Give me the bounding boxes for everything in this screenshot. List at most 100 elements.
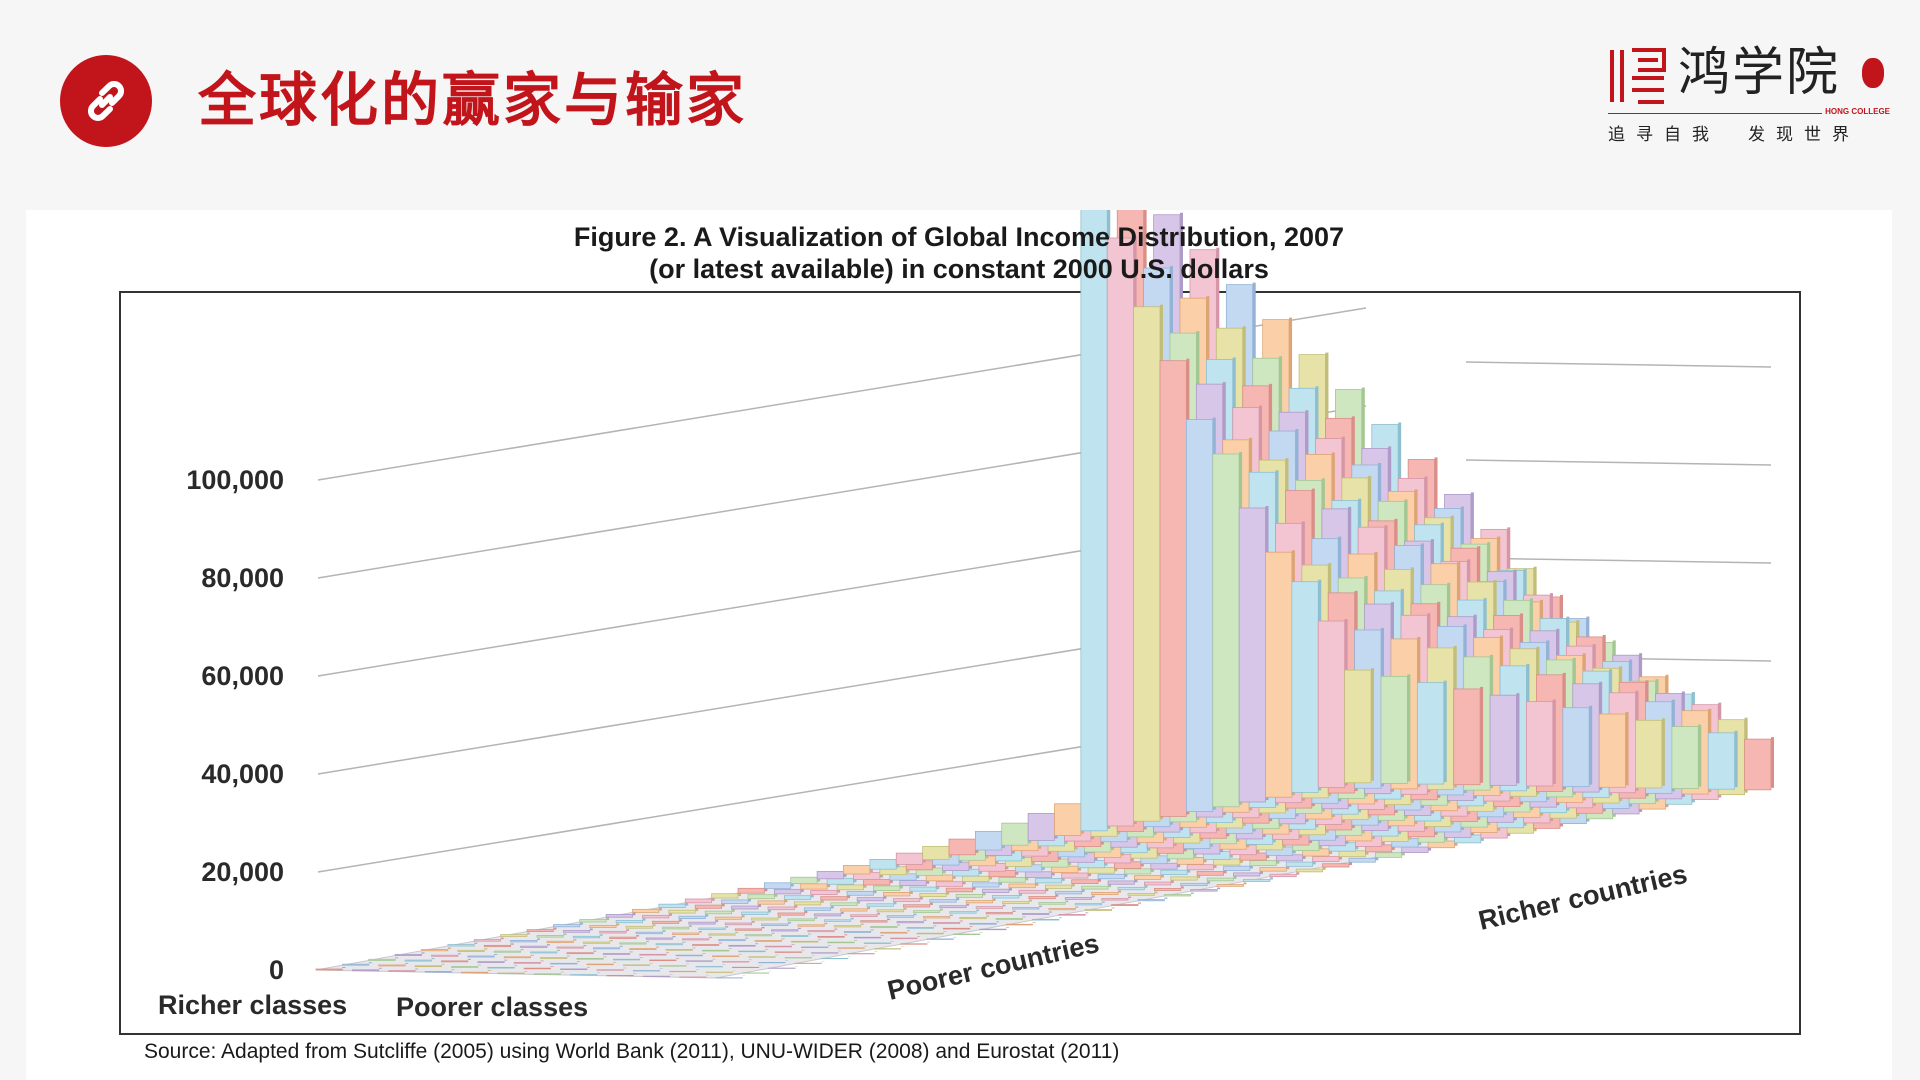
bar: [1295, 868, 1324, 873]
bar-side: [883, 895, 887, 899]
bar: [975, 906, 1003, 909]
bar: [520, 945, 548, 948]
bar: [1249, 860, 1277, 867]
bar: [767, 906, 795, 911]
bar: [394, 953, 422, 956]
bar: [896, 921, 924, 924]
bar-side: [1008, 887, 1012, 891]
bar-side: [1661, 718, 1665, 786]
bar: [645, 937, 673, 940]
bar-side: [969, 926, 973, 928]
bar-side: [1108, 884, 1112, 888]
gridline-back: [1465, 361, 1772, 368]
bar: [1107, 880, 1135, 885]
bar: [724, 922, 752, 926]
bar-side: [860, 923, 864, 925]
bar: [992, 895, 1020, 899]
bar: [678, 915, 706, 920]
bar-side: [629, 951, 633, 953]
bar-side: [1589, 705, 1593, 785]
bar-side: [692, 947, 696, 949]
bar-side: [761, 926, 765, 929]
bar: [952, 933, 981, 935]
bar-side: [1625, 712, 1629, 786]
bar-side: [656, 946, 660, 948]
bar: [659, 965, 687, 967]
bar-side: [731, 909, 735, 912]
bar-side: [342, 967, 346, 968]
bar: [787, 918, 815, 922]
logo: 鸿学院 HONG COLLEGE 追寻自我 发现世界: [1600, 40, 1900, 150]
bar-side: [1407, 674, 1411, 782]
bar-side: [936, 885, 940, 890]
bar: [483, 944, 512, 948]
bar: [771, 929, 799, 932]
bar: [869, 859, 897, 870]
bar-side: [1058, 917, 1062, 919]
bar: [949, 911, 977, 914]
bar-side: [1375, 856, 1379, 861]
bar-side: [467, 958, 471, 960]
bar: [368, 958, 396, 961]
bar-side: [685, 902, 689, 906]
bar-side: [1032, 922, 1036, 923]
bar: [1005, 923, 1033, 926]
bar: [1190, 889, 1218, 892]
bar-side: [844, 934, 848, 936]
bar-side: [514, 965, 518, 967]
bar-side: [867, 906, 871, 910]
bar: [972, 882, 1000, 888]
y-tick-label: 0: [269, 955, 284, 985]
bar: [807, 930, 835, 933]
bar-side: [566, 955, 570, 957]
bar: [1744, 738, 1772, 791]
bar-side: [524, 970, 528, 972]
chart-source: Source: Adapted from Sutcliffe (2005) us…: [144, 1040, 1120, 1063]
bar: [837, 947, 865, 949]
gridline-back: [1465, 459, 1772, 466]
bar: [493, 950, 522, 953]
bar-side: [857, 900, 861, 904]
bar: [863, 879, 891, 886]
bar-side: [1098, 877, 1102, 882]
bar: [457, 949, 485, 952]
chart-title: Figure 2. A Visualization of Global Inco…: [573, 222, 1345, 252]
bar-side: [962, 879, 966, 885]
bar: [1186, 864, 1214, 871]
bar-side: [1734, 730, 1738, 788]
bar: [998, 876, 1026, 883]
bar-side: [741, 915, 745, 918]
bar: [1022, 913, 1050, 915]
bar-side: [939, 908, 943, 911]
bar-side: [976, 909, 980, 912]
bar: [793, 901, 822, 906]
bar: [513, 962, 541, 964]
bar: [572, 935, 601, 939]
bar: [526, 929, 554, 933]
bar-side: [688, 925, 692, 927]
bar: [744, 934, 772, 937]
bar: [1097, 873, 1125, 880]
bar-side: [718, 942, 722, 944]
bar-side: [1187, 868, 1191, 873]
bar: [833, 925, 862, 928]
bar-side: [1002, 904, 1006, 907]
bar: [1216, 884, 1244, 887]
bar-side: [510, 943, 514, 945]
bar-side: [738, 891, 741, 896]
bar: [1265, 551, 1293, 798]
bar-side: [840, 911, 844, 914]
bar-side: [1322, 867, 1326, 870]
bar: [731, 905, 759, 910]
bar: [781, 935, 809, 937]
bar: [791, 940, 819, 943]
bar: [1285, 861, 1314, 867]
bar-side: [1223, 869, 1227, 874]
bar-side: [887, 918, 891, 921]
bar: [692, 944, 720, 946]
bar-side: [1038, 905, 1042, 908]
bar-side: [662, 930, 666, 932]
bar: [1133, 306, 1161, 822]
bar-side: [765, 949, 769, 950]
bar-side: [405, 962, 409, 964]
